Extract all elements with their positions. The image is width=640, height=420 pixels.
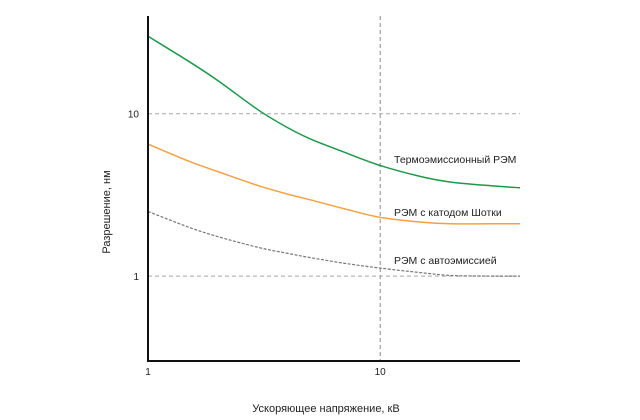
reference-lines <box>148 16 520 361</box>
series-label-thermionic: Термоэмиссионный РЭМ <box>394 154 516 166</box>
y-axis-label: Разрешение, нм <box>101 170 113 253</box>
series-label-schottky: РЭМ с катодом Шотки <box>394 207 502 219</box>
x-axis-label: Ускоряющее напряжение, кВ <box>252 403 399 415</box>
series-line-schottky <box>147 143 521 225</box>
axes <box>147 16 520 362</box>
x-tick-label: 10 <box>375 367 387 378</box>
y-tick-labels: 1 10 <box>128 110 140 283</box>
y-tick-label: 1 <box>133 272 139 283</box>
x-tick-labels: 1 10 <box>145 367 386 378</box>
series-line-field-emission <box>147 210 521 277</box>
series-lines <box>147 35 521 277</box>
series-label-field-emission: РЭМ с автоэмиссией <box>394 255 497 267</box>
series-line-thermionic <box>147 35 521 189</box>
series-labels: Термоэмиссионный РЭМ РЭМ с катодом Шотки… <box>394 154 516 267</box>
y-tick-label: 10 <box>128 110 140 121</box>
x-tick-label: 1 <box>145 367 151 378</box>
